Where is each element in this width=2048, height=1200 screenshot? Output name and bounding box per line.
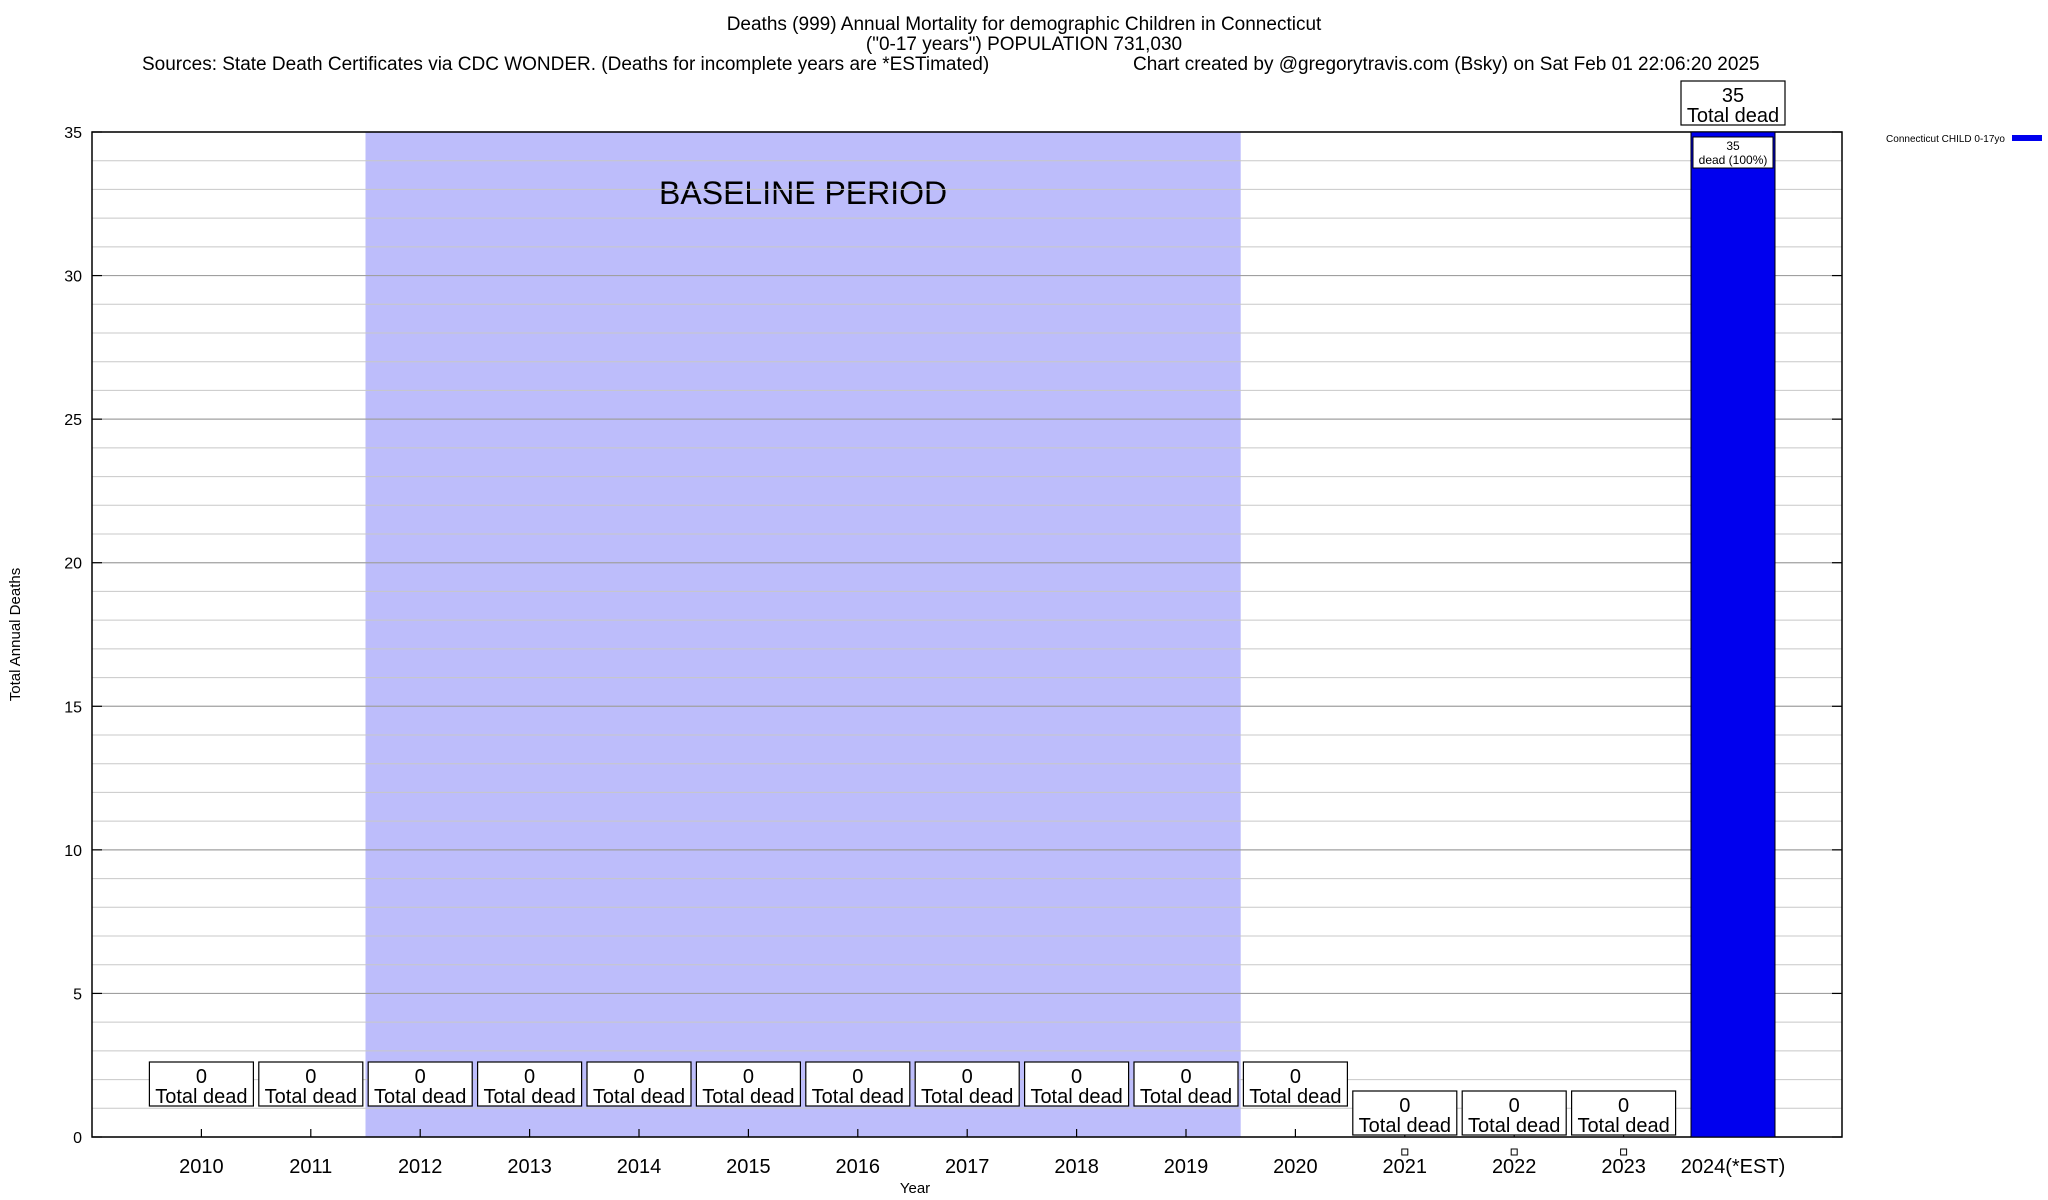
total-label-box [586,1061,692,1107]
total-label-box [148,1061,254,1107]
total-value-label: 0 [524,1066,535,1088]
total-text-label: Total dead [1359,1115,1451,1137]
chart-subtitle: ("0-17 years") POPULATION 731,030 [865,34,1183,55]
total-value-label: 35 [1722,85,1744,107]
x-tick-label: 2013 [507,1156,552,1178]
total-label-box [805,1061,911,1107]
total-text-label: Total dead [702,1086,794,1108]
legend-label: Connecticut CHILD 0-17yo [1886,134,2005,145]
baseline-label: BASELINE PERIOD [659,175,947,211]
y-tick-label: 20 [64,556,82,573]
legend-swatch [2012,135,2042,141]
y-tick-label: 30 [64,269,82,286]
total-text-label: Total dead [1687,105,1779,127]
total-text-label: Total dead [921,1086,1013,1108]
total-value-label: 0 [743,1066,754,1088]
segment-value-label: 35 [1726,139,1740,153]
x-tick-label: 2022 [1492,1156,1537,1178]
y-tick-label: 25 [64,412,82,429]
total-text-label: Total dead [593,1086,685,1108]
total-value-label: 0 [1399,1095,1410,1117]
segment-percent-label: dead (100%) [1699,153,1768,167]
total-label-box [367,1061,473,1107]
total-value-label: 0 [1180,1066,1191,1088]
x-tick-label: 2018 [1054,1156,1099,1178]
x-tick-label: 2011 [289,1156,332,1178]
x-tick-label: 2024(*EST) [1681,1156,1786,1178]
x-tick-label: 2017 [945,1156,990,1178]
chart-credit: Chart created by @gregorytravis.com (Bsk… [1133,54,1760,75]
y-tick-label: 10 [64,843,82,860]
total-text-label: Total dead [1030,1086,1122,1108]
total-value-label: 0 [1509,1095,1520,1117]
x-tick-label: 2014 [617,1156,662,1178]
total-label-box [1461,1090,1567,1136]
x-tick-label: 2015 [726,1156,771,1178]
x-axis-label: Year [900,1180,930,1197]
x-tick-label: 2020 [1273,1156,1318,1178]
total-value-label: 0 [1618,1095,1629,1117]
total-label-box [695,1061,802,1107]
total-label-box [1680,80,1786,126]
point-marker [1401,1148,1409,1156]
total-text-label: Total dead [483,1086,575,1108]
total-label-box [1570,1090,1677,1136]
x-tick-label: 2021 [1383,1156,1428,1178]
total-text-label: Total dead [155,1086,247,1108]
total-label-box [1023,1061,1130,1107]
segment-label-box [1692,136,1774,169]
x-tick-label: 2010 [179,1156,224,1178]
bar [1690,131,1776,1138]
total-value-label: 0 [1071,1066,1082,1088]
total-label-box [1352,1090,1458,1136]
total-value-label: 0 [633,1066,644,1088]
total-text-label: Total dead [374,1086,466,1108]
x-tick-label: 2023 [1601,1156,1646,1178]
point-marker [1620,1148,1628,1156]
y-tick-label: 5 [73,986,82,1003]
x-tick-label: 2019 [1164,1156,1209,1178]
point-marker [1510,1148,1518,1156]
total-text-label: Total dead [1140,1086,1232,1108]
total-value-label: 0 [852,1066,863,1088]
total-value-label: 0 [415,1066,426,1088]
total-label-box [1242,1061,1349,1107]
total-value-label: 0 [305,1066,316,1088]
y-axis-label: Total Annual Deaths [7,568,24,701]
sources-note: Sources: State Death Certificates via CD… [142,54,990,75]
x-tick-label: 2012 [398,1156,443,1178]
total-value-label: 0 [1290,1066,1301,1088]
total-text-label: Total dead [1249,1086,1341,1108]
chart-title: Deaths (999) Annual Mortality for demogr… [726,14,1322,35]
x-tick-label: 2016 [836,1156,881,1178]
total-label-box [477,1061,583,1107]
y-tick-label: 35 [64,125,82,142]
total-text-label: Total dead [812,1086,904,1108]
total-value-label: 0 [196,1066,207,1088]
total-text-label: Total dead [1577,1115,1669,1137]
baseline-region [365,132,1241,1137]
total-text-label: Total dead [265,1086,357,1108]
total-label-box [914,1061,1020,1107]
total-value-label: 0 [962,1066,973,1088]
y-tick-label: 0 [73,1130,82,1147]
total-label-box [258,1061,364,1107]
total-label-box [1133,1061,1239,1107]
y-tick-label: 15 [64,699,82,716]
total-text-label: Total dead [1468,1115,1560,1137]
